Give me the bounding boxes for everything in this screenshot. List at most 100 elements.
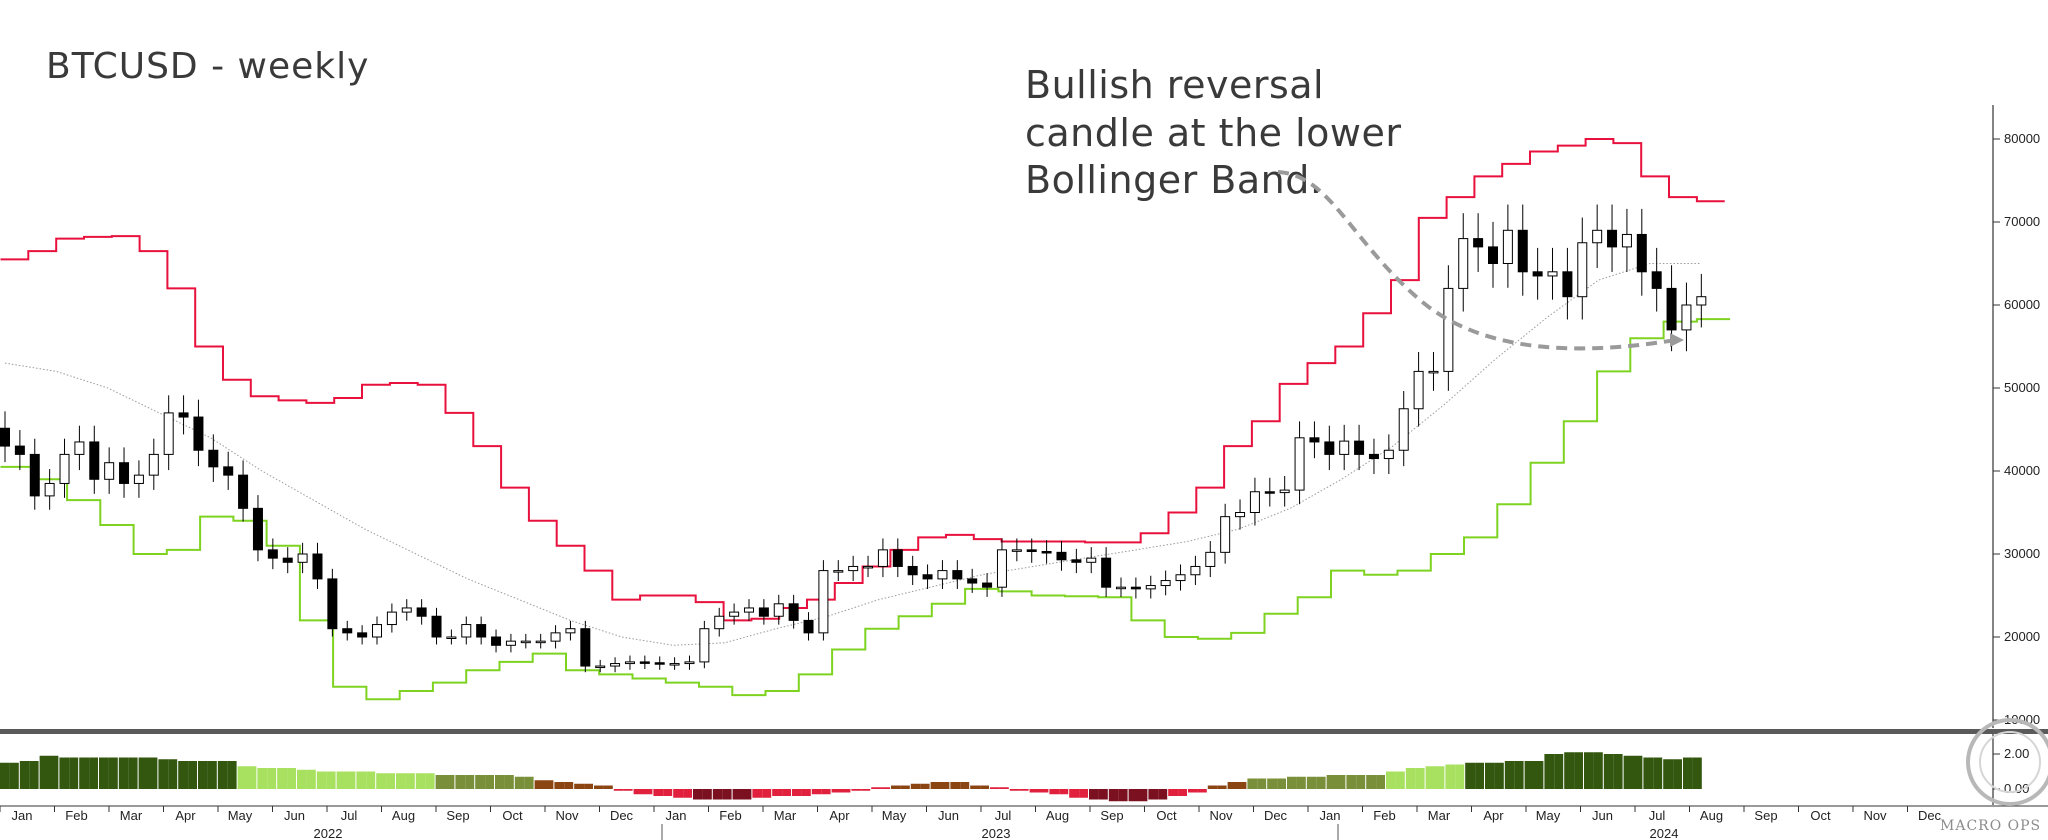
histogram-bar (712, 789, 723, 800)
candle-up (1086, 557, 1097, 563)
candle-up (1577, 242, 1588, 298)
candle-down (1532, 271, 1543, 277)
candle-down (1264, 491, 1275, 494)
candle-up (1175, 574, 1186, 582)
histogram-bar (277, 768, 288, 789)
histogram-bar (554, 782, 565, 789)
histogram-bar (178, 761, 189, 789)
candle-down (803, 619, 814, 634)
histogram-bar (247, 766, 257, 789)
histogram-bar (623, 789, 633, 791)
histogram-bar (1326, 775, 1337, 789)
histogram-bar (1683, 757, 1693, 789)
candle-up (1235, 512, 1246, 518)
annotation-line-1: Bullish reversal (1025, 63, 1324, 107)
candle-down (238, 474, 249, 509)
histogram-bar (29, 761, 39, 789)
x-month-label: Jan (1320, 808, 1341, 823)
histogram-bar (198, 761, 208, 789)
histogram-bar (485, 775, 494, 789)
annotation-line-3: Bollinger Band. (1025, 158, 1322, 202)
histogram-panel (0, 752, 1702, 802)
y-tick-label: 40000 (2004, 463, 2040, 478)
histogram-bar (1069, 789, 1080, 798)
candle-down (1636, 233, 1647, 273)
x-month-label: Nov (555, 808, 579, 823)
candle-up (877, 549, 888, 567)
histogram-bar (772, 789, 783, 796)
candle-up (44, 482, 55, 497)
histogram-bar (1405, 768, 1416, 789)
candle-up (1220, 516, 1231, 553)
candle-up (669, 663, 680, 666)
candle-down (14, 445, 25, 455)
histogram-bar (574, 783, 585, 789)
candle-up (937, 570, 948, 580)
x-year-label: 2023 (982, 826, 1011, 840)
annotation-arrow (1277, 170, 1684, 351)
candle-down (89, 441, 100, 480)
histogram-bar (1197, 789, 1207, 793)
candle-up (1249, 491, 1260, 513)
histogram-bar (39, 755, 50, 789)
histogram-bar (455, 775, 466, 789)
histogram-bar (217, 761, 228, 789)
histogram-bar (346, 771, 356, 789)
x-month-label: Jun (1592, 808, 1613, 823)
candle-up (610, 663, 621, 667)
candle-down (1488, 246, 1498, 264)
histogram-bar (801, 789, 811, 796)
y-tick-label: 80000 (2004, 131, 2040, 146)
x-month-label: Sep (1100, 808, 1123, 823)
histogram-bar (1306, 776, 1317, 789)
histogram-bar (1623, 755, 1634, 789)
candle-up (848, 565, 859, 572)
candle-down (967, 578, 978, 584)
x-month-label: Nov (1209, 808, 1233, 823)
x-month-label: Feb (719, 808, 741, 823)
x-month-label: Jul (341, 808, 358, 823)
candle-down (1562, 271, 1573, 298)
histogram-bar (920, 783, 930, 789)
candle-down (639, 661, 650, 664)
histogram-bar (108, 757, 118, 789)
histogram-bar (960, 782, 970, 789)
candle-down (267, 549, 278, 559)
histogram-bar (732, 789, 743, 800)
x-month-label: Jan (12, 808, 33, 823)
y-tick-label: 70000 (2004, 214, 2040, 229)
candle-up (372, 624, 382, 638)
histogram-bar (1544, 754, 1555, 789)
x-month-label: Nov (1863, 808, 1887, 823)
histogram-bar (891, 785, 901, 789)
candle-up (818, 570, 829, 634)
x-month-label: Jun (284, 808, 305, 823)
candle-up (1681, 304, 1692, 331)
upper-band-line (0, 138, 1725, 622)
histogram-bar (1603, 754, 1614, 789)
histogram-bar (1445, 764, 1456, 789)
histogram-bar (1108, 789, 1119, 802)
histogram-bar (118, 757, 129, 789)
histogram-bar (782, 789, 791, 796)
x-month-label: Sep (446, 808, 469, 823)
candle-up (773, 603, 784, 617)
candle-up (744, 607, 754, 613)
x-month-label: Jun (938, 808, 959, 823)
candle-down (0, 427, 10, 447)
histogram-bar (1574, 752, 1583, 789)
candle-down (431, 615, 442, 638)
x-month-label: May (882, 808, 907, 823)
x-month-label: Sep (1754, 808, 1777, 823)
histogram-bar (663, 789, 673, 796)
histogram-bar (1395, 771, 1405, 789)
histogram-bar (19, 761, 30, 789)
histogram-bar (1316, 776, 1326, 789)
histogram-bar (1435, 766, 1445, 789)
candle-down (119, 462, 130, 484)
histogram-bar (237, 766, 248, 789)
histogram-bar (603, 785, 613, 789)
candle-down (1041, 551, 1052, 554)
